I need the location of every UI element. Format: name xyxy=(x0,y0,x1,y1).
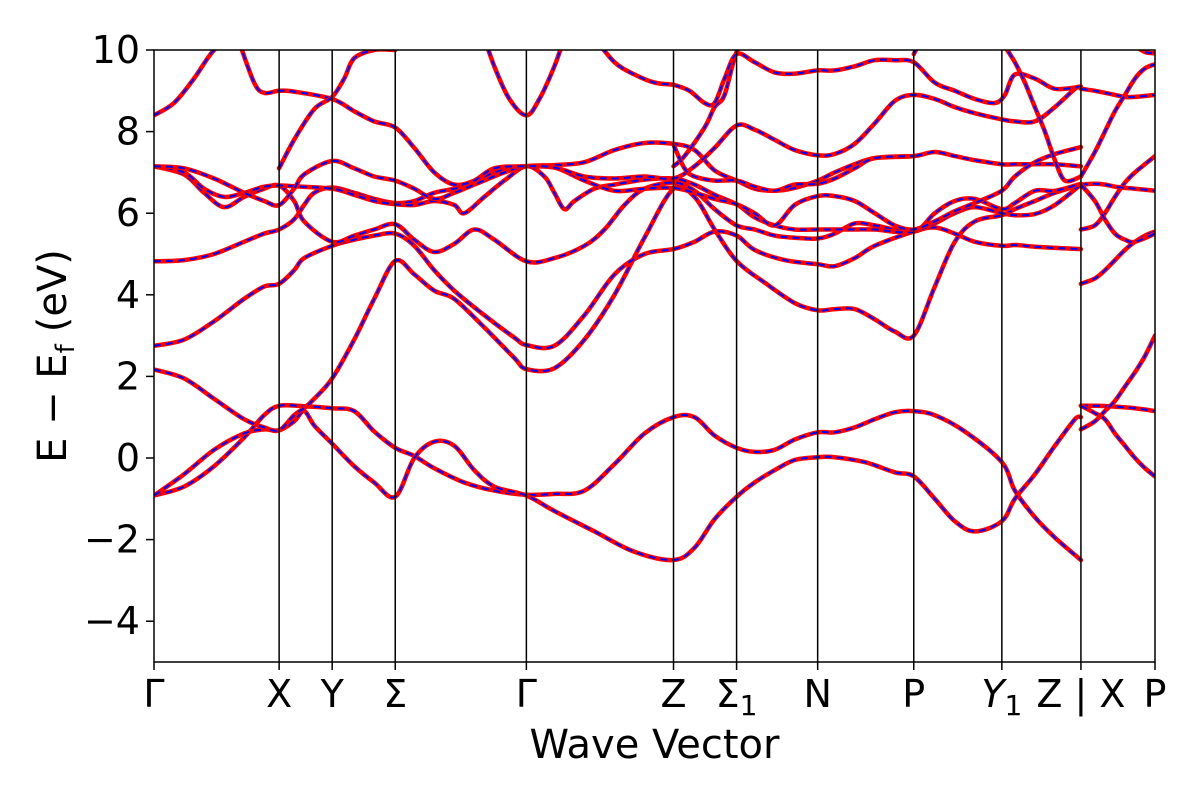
y-tick-label-7: 8 xyxy=(116,110,140,154)
band-21-dashed xyxy=(1080,404,1155,478)
band-25-solid xyxy=(1078,182,1155,245)
x-tick-label-9: P xyxy=(902,672,925,716)
band-9-dashed xyxy=(154,50,216,117)
band-1-solid xyxy=(154,402,1084,563)
band-23-dashed xyxy=(1080,155,1155,231)
y-axis-label-subscript: f xyxy=(51,343,81,353)
x-tick-label-2: X xyxy=(266,672,292,716)
band-1-dashed xyxy=(154,404,1082,561)
x-tick-label-6: Z xyxy=(660,672,686,716)
x-tick-label-12: P xyxy=(1144,672,1167,716)
y-tick-label-5: 4 xyxy=(116,273,140,317)
x-tick-label-11: Z | X xyxy=(1036,672,1125,717)
band-24-dashed xyxy=(1080,182,1155,192)
band-11-dashed xyxy=(278,50,396,169)
y-tick-label-3: 0 xyxy=(116,436,140,480)
band-lines xyxy=(154,50,1155,563)
band-10-solid xyxy=(239,50,1084,188)
band-11-solid xyxy=(276,50,398,171)
band-16-dashed xyxy=(672,144,914,192)
band-8-dashed xyxy=(154,146,1082,231)
y-axis-label-main: E − E xyxy=(30,353,76,463)
y-tick-label-6: 6 xyxy=(116,191,140,235)
y-tick-label-1: −4 xyxy=(84,599,140,643)
band-5-dashed xyxy=(154,141,1081,263)
band-15-dashed xyxy=(602,50,674,86)
y-tick-label-4: 2 xyxy=(116,354,140,398)
band-15-solid xyxy=(600,50,676,87)
band-3-dashed xyxy=(154,183,1082,432)
band-2-solid xyxy=(154,408,1084,563)
band-20-solid xyxy=(1078,333,1155,432)
band-20-dashed xyxy=(1080,335,1155,431)
band-7-dashed xyxy=(154,165,1082,234)
x-axis-ticks: Γ X Y Σ Γ Z Σ1 N P Y1 Z | X P xyxy=(143,662,1166,722)
band-28-solid xyxy=(1137,50,1155,56)
x-tick-label-8: N xyxy=(803,672,831,716)
x-tick-label-1: Γ xyxy=(143,672,164,716)
band-22-dashed xyxy=(1080,230,1155,285)
band-2-dashed xyxy=(154,410,1082,562)
x-tick-label-4: Σ xyxy=(383,672,407,716)
band-27-solid xyxy=(1078,62,1155,179)
band-4-dashed xyxy=(154,226,1081,350)
x-tick-label-7: Σ1 xyxy=(716,672,758,722)
band-6-dashed xyxy=(154,165,1082,264)
band-10-dashed xyxy=(240,50,1082,186)
high-symmetry-lines xyxy=(278,50,1082,662)
x-tick-label-3: Y xyxy=(320,672,345,716)
y-tick-label-2: −2 xyxy=(84,518,140,562)
x-tick-label-5: Γ xyxy=(516,672,537,716)
band-19-dashed xyxy=(1080,404,1155,413)
plot-frame xyxy=(153,49,1156,663)
x-tick-label-10: Y1 xyxy=(981,672,1022,722)
x-axis-label: Wave Vector xyxy=(530,722,781,768)
y-axis-label-unit: (eV) xyxy=(30,249,76,332)
band-26-dashed xyxy=(1080,87,1155,99)
y-axis-ticks: −4 −2 0 2 4 6 8 10 xyxy=(84,28,154,643)
y-axis-label: E − Ef (eV) xyxy=(30,249,81,463)
band-14-solid xyxy=(671,51,1084,108)
y-tick-label-8: 10 xyxy=(92,28,140,72)
band-27-dashed xyxy=(1080,63,1155,178)
band-18-dashed xyxy=(1006,50,1082,183)
